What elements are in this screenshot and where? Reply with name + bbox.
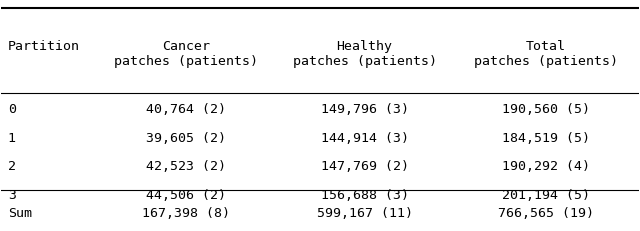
Text: 40,764 (2): 40,764 (2) — [146, 103, 226, 116]
Text: 599,167 (11): 599,167 (11) — [317, 207, 413, 220]
Text: 167,398 (8): 167,398 (8) — [142, 207, 230, 220]
Text: 39,605 (2): 39,605 (2) — [146, 132, 226, 145]
Text: 1: 1 — [8, 132, 16, 145]
Text: 44,506 (2): 44,506 (2) — [146, 189, 226, 202]
Text: 0: 0 — [8, 103, 16, 116]
Text: 3: 3 — [8, 189, 16, 202]
Text: 201,194 (5): 201,194 (5) — [502, 189, 590, 202]
Text: Total
patches (patients): Total patches (patients) — [474, 40, 618, 68]
Text: 190,292 (4): 190,292 (4) — [502, 160, 590, 173]
Text: 2: 2 — [8, 160, 16, 173]
Text: 147,769 (2): 147,769 (2) — [321, 160, 408, 173]
Text: 149,796 (3): 149,796 (3) — [321, 103, 408, 116]
Text: 766,565 (19): 766,565 (19) — [498, 207, 594, 220]
Text: 144,914 (3): 144,914 (3) — [321, 132, 408, 145]
Text: 190,560 (5): 190,560 (5) — [502, 103, 590, 116]
Text: 156,688 (3): 156,688 (3) — [321, 189, 408, 202]
Text: 42,523 (2): 42,523 (2) — [146, 160, 226, 173]
Text: Sum: Sum — [8, 207, 32, 220]
Text: Partition: Partition — [8, 40, 80, 53]
Text: Healthy
patches (patients): Healthy patches (patients) — [292, 40, 436, 68]
Text: 184,519 (5): 184,519 (5) — [502, 132, 590, 145]
Text: Cancer
patches (patients): Cancer patches (patients) — [114, 40, 258, 68]
